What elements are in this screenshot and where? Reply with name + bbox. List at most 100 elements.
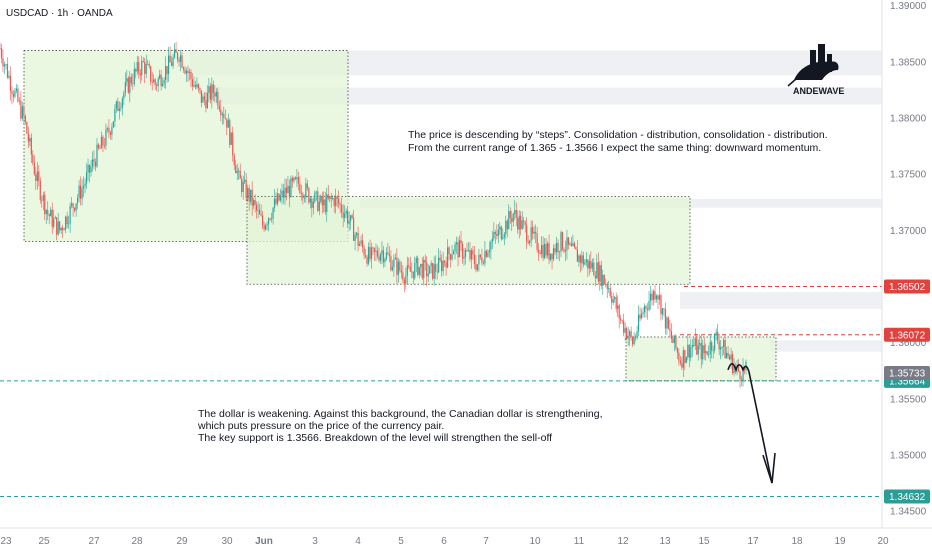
candle — [347, 206, 349, 228]
consolidation-zone[interactable] — [246, 196, 691, 285]
candle — [264, 223, 267, 231]
candle — [179, 50, 182, 72]
candle — [156, 82, 158, 92]
candle — [545, 238, 547, 259]
candle — [385, 247, 388, 261]
candle — [250, 189, 252, 205]
candle — [472, 246, 474, 260]
candle — [533, 226, 535, 240]
candle — [221, 111, 223, 125]
candle — [150, 65, 152, 86]
candle — [563, 247, 565, 254]
candle — [421, 257, 423, 281]
candle — [76, 194, 79, 209]
candle — [451, 244, 453, 261]
candle — [557, 239, 559, 260]
candle — [630, 326, 632, 341]
candle — [505, 215, 507, 240]
price-badges: 1.36502 1.36072 1.35664 1.34632 1.35733 — [884, 279, 930, 504]
time-axis[interactable]: 23 25 27 28 29 30 Jun 3 4 5 6 7 10 11 12 13 15 17 18 19 20 — [0, 536, 889, 547]
candle — [36, 162, 38, 190]
candle — [188, 68, 191, 81]
candle — [496, 224, 498, 240]
candle — [432, 262, 434, 281]
candle — [212, 80, 214, 102]
time-tick-label: 13 — [659, 536, 671, 547]
candle — [357, 226, 359, 252]
candle — [688, 344, 690, 368]
candle — [605, 278, 607, 288]
candle — [424, 254, 426, 271]
candle — [611, 291, 613, 310]
candle — [181, 51, 183, 69]
candle — [367, 242, 370, 266]
candle — [739, 370, 741, 388]
candle — [178, 57, 180, 67]
candle — [54, 215, 56, 220]
candle — [190, 69, 192, 88]
candle — [438, 248, 440, 274]
time-tick-label: 27 — [88, 536, 100, 547]
candle — [363, 244, 365, 260]
candle — [142, 57, 144, 63]
candle — [529, 239, 531, 246]
time-tick-label: 5 — [398, 536, 404, 547]
candle — [618, 303, 620, 329]
candle — [518, 210, 520, 239]
candle — [197, 83, 200, 93]
candle — [643, 303, 646, 318]
candle — [588, 254, 590, 276]
candle — [94, 158, 97, 172]
candle — [676, 346, 678, 360]
candle — [303, 194, 305, 203]
candle — [733, 358, 735, 377]
price-tick-label: 1.37500 — [890, 170, 927, 181]
candle — [311, 196, 313, 218]
candle — [685, 356, 687, 364]
candle — [606, 282, 608, 299]
candle — [596, 254, 598, 280]
candle — [500, 225, 502, 241]
candle — [199, 87, 201, 95]
candle — [135, 67, 137, 79]
projection-curve[interactable] — [727, 363, 773, 484]
candle — [96, 137, 98, 168]
candles — [0, 42, 747, 388]
candle — [172, 53, 174, 69]
symbol-label[interactable]: USDCAD · 1h · OANDA — [6, 8, 113, 19]
candle — [439, 250, 441, 263]
candle — [69, 202, 71, 233]
time-tick-label: 12 — [617, 536, 629, 547]
candle — [160, 69, 162, 91]
candle — [521, 211, 523, 230]
candle — [664, 302, 667, 335]
candle — [175, 42, 177, 53]
candle — [481, 248, 483, 266]
price-badge — [884, 327, 930, 342]
candle — [503, 231, 505, 246]
time-tick-label: 19 — [834, 536, 846, 547]
price-tick-label: 1.38000 — [890, 113, 927, 124]
time-tick-label: 20 — [877, 536, 889, 547]
candle — [379, 252, 382, 264]
candle — [290, 175, 292, 198]
price-axis[interactable]: 1.39000 1.38500 1.38000 1.37500 1.37000 1.365… — [890, 1, 927, 518]
time-tick-label: 30 — [221, 536, 233, 547]
candle — [561, 231, 564, 252]
candle — [84, 178, 86, 194]
candle — [223, 106, 225, 125]
candle — [461, 241, 464, 264]
candle — [348, 211, 350, 232]
candle — [29, 134, 31, 147]
candle — [269, 217, 271, 221]
candle — [624, 322, 626, 341]
price-badge-label: 1.34632 — [889, 492, 926, 503]
candle — [543, 237, 546, 260]
candle — [74, 207, 76, 213]
candle — [623, 313, 625, 337]
candle — [546, 241, 549, 259]
candle — [297, 171, 299, 191]
candle — [375, 243, 377, 262]
